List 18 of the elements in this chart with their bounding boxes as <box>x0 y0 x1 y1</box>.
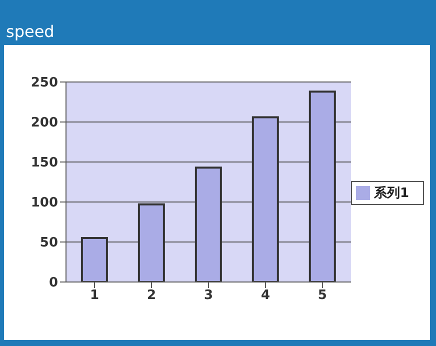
x-tick-label: 1 <box>90 288 100 304</box>
bar <box>252 116 279 282</box>
bar <box>138 203 165 282</box>
y-tick-label: 50 <box>40 236 58 251</box>
y-tick-label: 0 <box>48 276 58 291</box>
bar <box>194 166 222 282</box>
bar <box>308 90 336 282</box>
bar <box>80 237 108 282</box>
y-tick-label: 200 <box>30 116 58 131</box>
x-tick-label: 3 <box>204 288 213 304</box>
y-tick-label: 250 <box>30 76 58 91</box>
x-tick-label: 2 <box>146 288 156 304</box>
legend-label: 系列1 <box>374 186 409 200</box>
chart-title: speed <box>6 22 54 41</box>
x-tick-label: 4 <box>260 288 270 304</box>
y-tick-label: 100 <box>30 196 58 211</box>
y-tick-label: 150 <box>30 156 58 171</box>
x-tick-label: 5 <box>318 288 327 304</box>
